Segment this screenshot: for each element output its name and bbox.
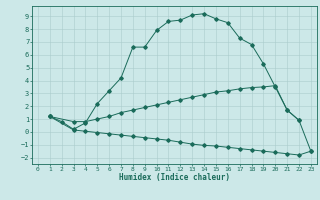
X-axis label: Humidex (Indice chaleur): Humidex (Indice chaleur) bbox=[119, 173, 230, 182]
